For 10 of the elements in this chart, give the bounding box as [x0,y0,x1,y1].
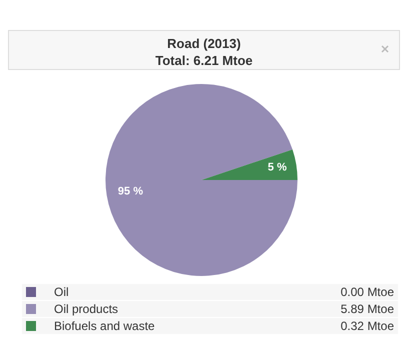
legend-label: Oil [50,284,272,300]
text: 5 % [268,162,287,174]
data-label: 0.32 Mtoe [272,318,398,334]
data-label: 5.89 Mtoe [272,300,398,318]
chart-title: Road (2013) [166,35,242,52]
text: 0.00 Mtoe [340,285,394,299]
chart-subtitle: Total: 6.21 Mtoe [154,52,254,69]
legend-label: Biofuels and waste [50,318,272,334]
text: 95 % [118,186,144,198]
legend-label: Oil products [50,300,272,318]
